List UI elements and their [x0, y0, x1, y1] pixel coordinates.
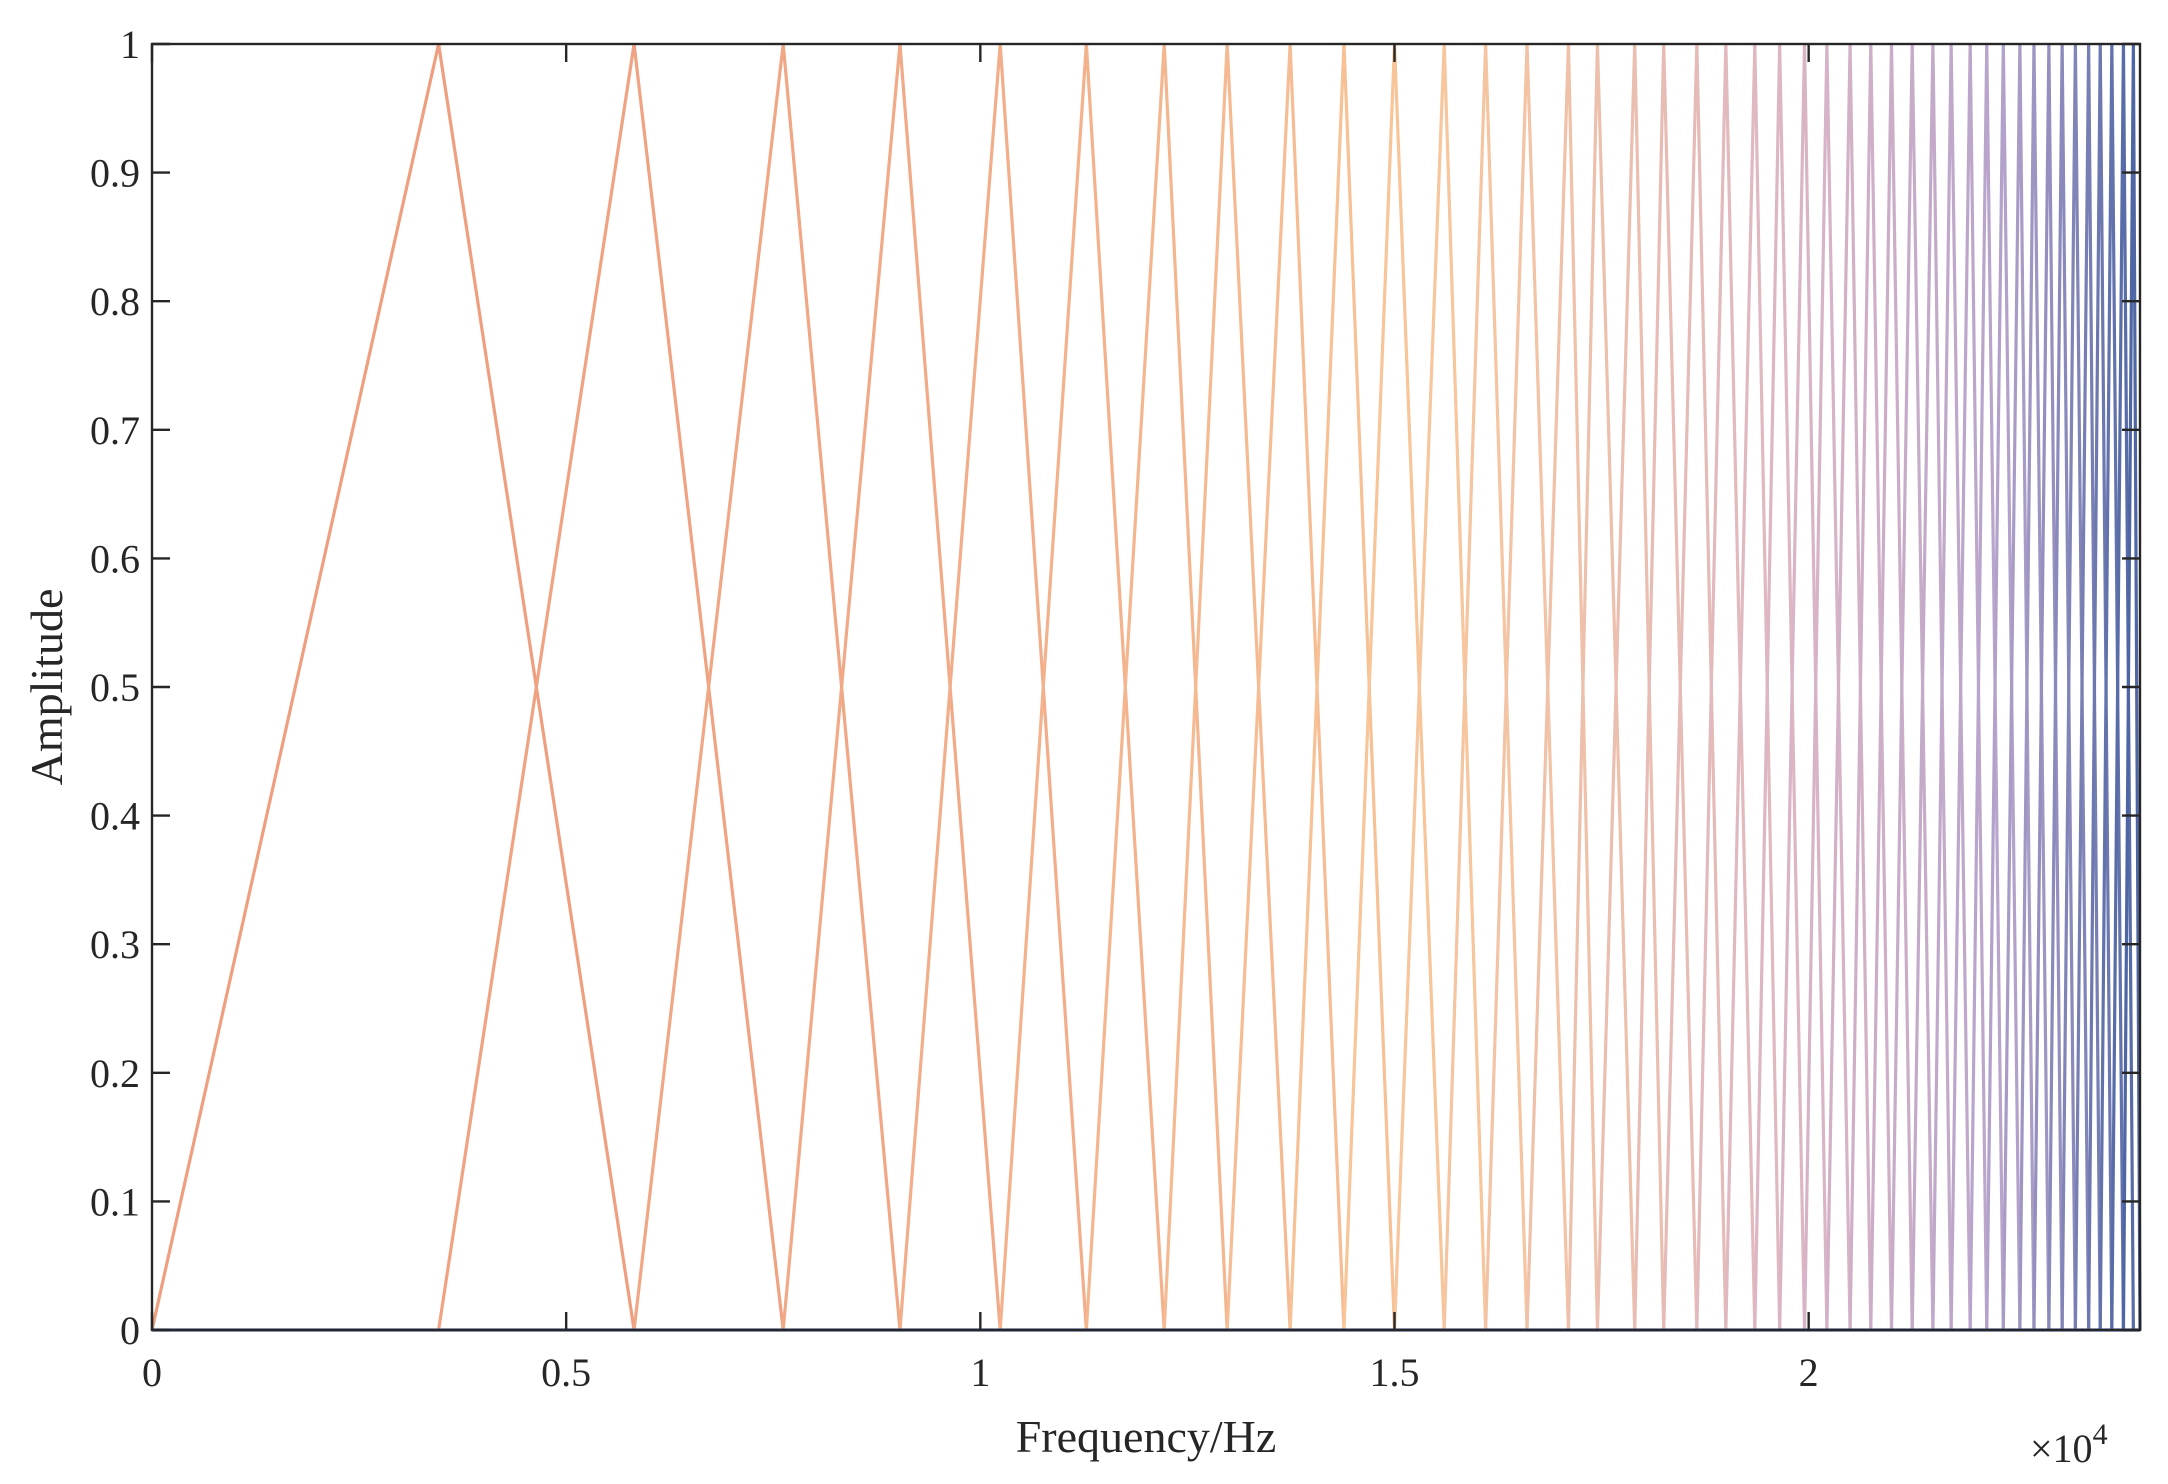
- x-axis-multiplier: ×104: [2030, 1418, 2108, 1471]
- axis-labels-group: Frequency/Hz Amplitude ×104: [21, 589, 2108, 1471]
- x-tick-label: 1.5: [1370, 1350, 1420, 1395]
- y-tick-label: 0.1: [90, 1179, 140, 1224]
- y-axis-title: Amplitude: [21, 589, 72, 786]
- x-tick-label: 1: [970, 1350, 990, 1395]
- y-tick-label: 0.3: [90, 922, 140, 967]
- y-tick-label: 0.9: [90, 151, 140, 196]
- y-tick-label: 0.7: [90, 408, 140, 453]
- x-axis-title: Frequency/Hz: [1016, 1411, 1277, 1462]
- axes-group: 0 0.5 1 1.5 2 0 0.1 0.2 0.3 0.4 0.5 0.6 0.7 0.8 0.9 1: [90, 22, 2142, 1395]
- x-multiplier-base: ×10: [2030, 1426, 2093, 1471]
- x-multiplier-exponent: 4: [2093, 1418, 2108, 1451]
- y-tick-label: 0.2: [90, 1051, 140, 1096]
- x-tick-label: 0.5: [541, 1350, 591, 1395]
- y-tick-label: 0.6: [90, 536, 140, 581]
- x-tick-label: 0: [142, 1350, 162, 1395]
- y-tick-label: 0.4: [90, 794, 140, 839]
- y-tick-label: 0.8: [90, 279, 140, 324]
- y-tick-label: 0.5: [90, 665, 140, 710]
- y-tick-label: 1: [120, 22, 140, 67]
- y-tick-label: 0: [120, 1308, 140, 1353]
- x-tick-label: 2: [1799, 1350, 1819, 1395]
